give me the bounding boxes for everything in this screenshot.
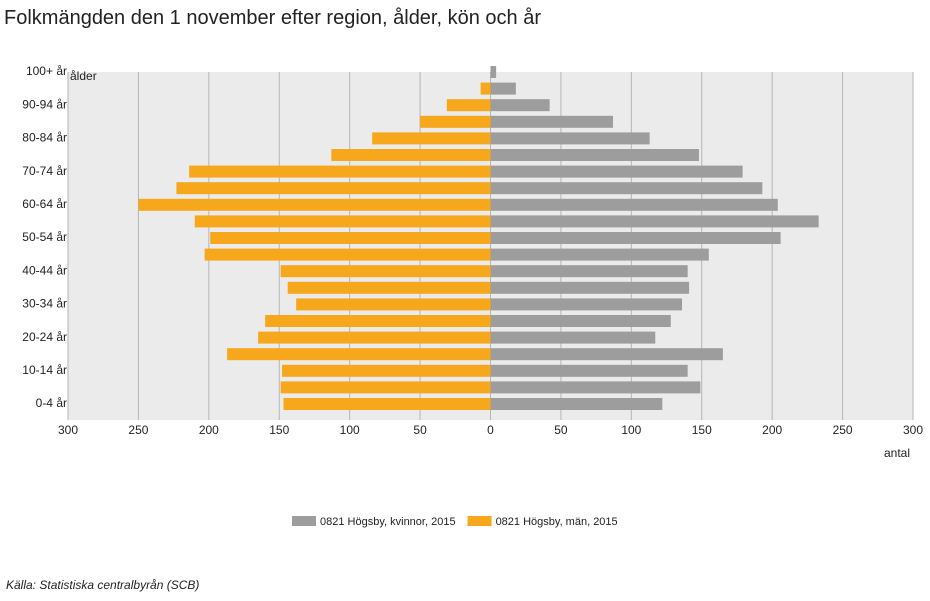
bar (490, 298, 683, 311)
x-tick-label: 100 (340, 423, 360, 437)
bar (490, 248, 709, 261)
legend-swatch (467, 516, 492, 526)
bar (138, 198, 491, 211)
bar (265, 315, 491, 327)
bar (490, 149, 699, 161)
bar (490, 331, 656, 344)
bar (490, 182, 763, 195)
x-tick-label: 150 (692, 423, 712, 437)
bar (490, 99, 550, 112)
bar (490, 82, 516, 95)
bar (280, 381, 491, 394)
y-tick-label: 0-4 år (36, 396, 67, 410)
bar (490, 265, 688, 278)
x-tick-label: 100 (621, 423, 641, 437)
x-tick-label: 150 (269, 423, 289, 437)
chart-title: Folkmängden den 1 november efter region,… (4, 7, 541, 29)
bar (490, 364, 688, 377)
source: Källa: Statistiska centralbyrån (SCB) (6, 578, 199, 592)
y-axis-label: ålder (70, 69, 97, 83)
bar (490, 315, 671, 327)
x-tick-label: 250 (128, 423, 148, 437)
y-tick-label: 10-14 år (22, 363, 67, 377)
bar (490, 215, 819, 228)
x-tick-label: 50 (413, 423, 427, 437)
bar (372, 132, 491, 145)
bar (420, 115, 491, 128)
bar (194, 215, 491, 228)
bar (227, 348, 491, 361)
y-tick-label: 80-84 år (22, 131, 67, 145)
bar (490, 66, 497, 78)
x-axis-label: antal (884, 446, 910, 460)
x-tick-label: 200 (762, 423, 782, 437)
y-tick-label: 30-34 år (22, 297, 67, 311)
x-tick-label: 0 (487, 423, 494, 437)
y-tick-label: 50-54 år (22, 230, 67, 244)
bar (296, 298, 491, 311)
bar (490, 232, 781, 244)
bar (258, 331, 491, 344)
legend-label: 0821 Högsby, män, 2015 (496, 516, 618, 528)
bar (490, 132, 650, 145)
bar (480, 82, 491, 95)
y-tick-label: 70-74 år (22, 164, 67, 178)
legend-label: 0821 Högsby, kvinnor, 2015 (320, 516, 456, 528)
legend-swatch (292, 516, 316, 526)
y-tick-label: 60-64 år (22, 197, 67, 211)
bar (280, 265, 491, 278)
x-tick-label: 200 (199, 423, 219, 437)
bar (490, 398, 663, 410)
y-tick-label: 100+ år (26, 64, 67, 78)
bar (446, 99, 491, 112)
y-tick-label: 90-94 år (22, 97, 67, 111)
x-tick-label: 50 (554, 423, 568, 437)
bar (283, 398, 491, 410)
x-tick-label: 300 (903, 423, 923, 437)
bar (490, 165, 743, 178)
x-tick-label: 300 (58, 423, 78, 437)
bar (282, 364, 491, 377)
bar (490, 115, 614, 128)
bar (490, 381, 701, 394)
bar (176, 182, 491, 195)
y-tick-label: 40-44 år (22, 263, 67, 277)
bar (189, 165, 491, 178)
x-tick-label: 250 (833, 423, 853, 437)
bar (490, 198, 778, 211)
bar (490, 348, 723, 361)
bar (210, 232, 491, 244)
bar (331, 149, 491, 161)
bar (490, 281, 690, 294)
bar (287, 281, 491, 294)
bar (204, 248, 491, 261)
y-tick-label: 20-24 år (22, 330, 67, 344)
